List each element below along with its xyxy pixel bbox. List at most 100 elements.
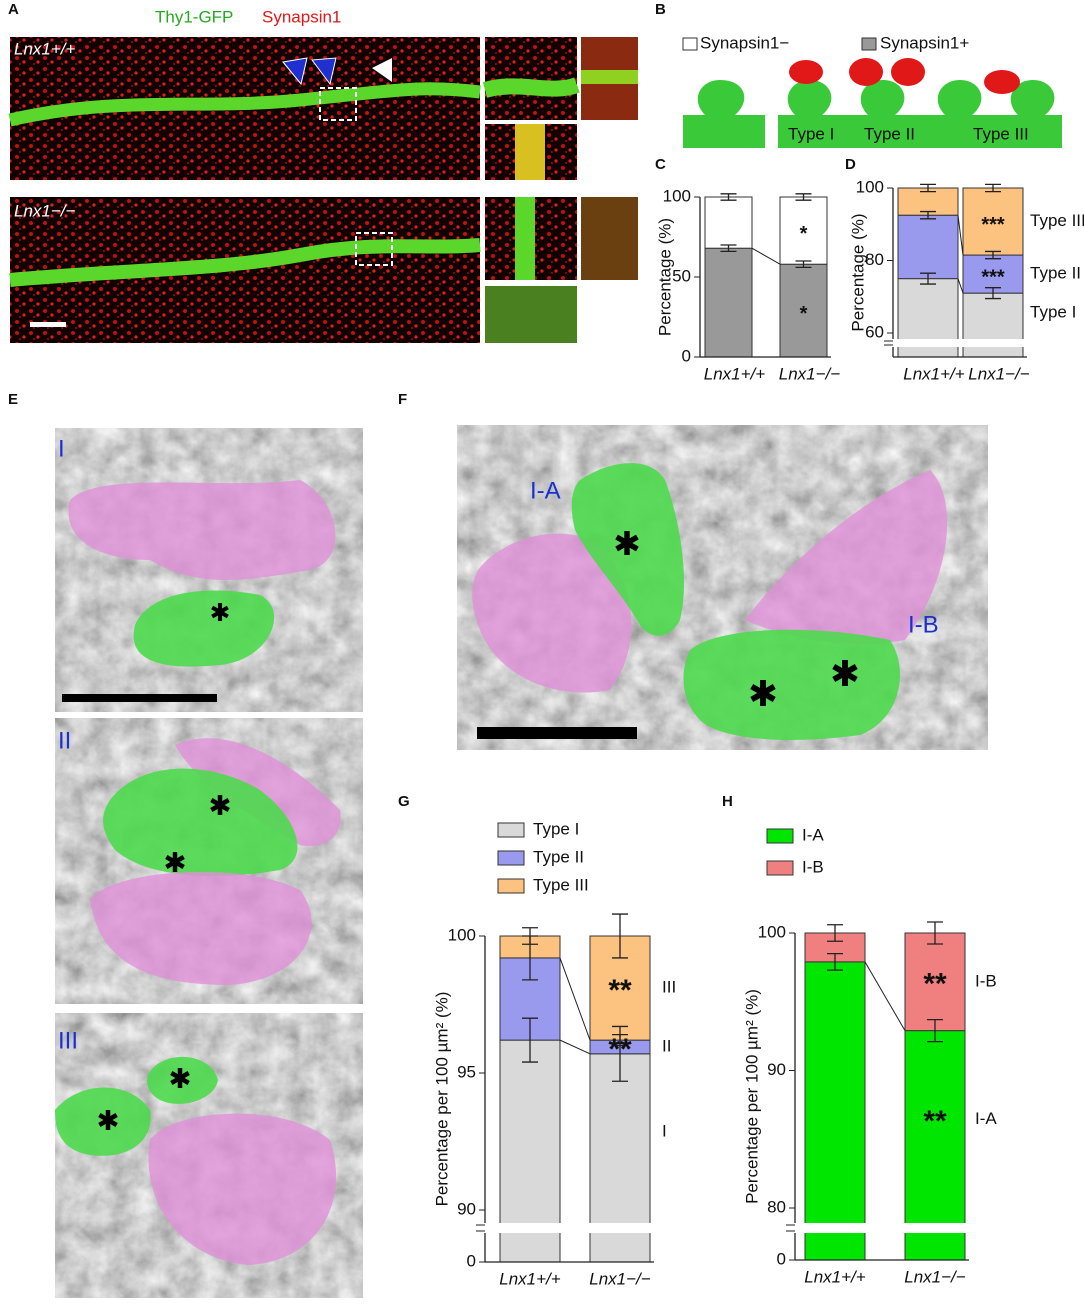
legend-label: I-B xyxy=(802,857,824,876)
bar-segment xyxy=(904,1030,966,1261)
asterisk-icon xyxy=(750,680,776,706)
roi xyxy=(355,232,393,266)
legend-gfp: Thy1-GFP xyxy=(155,7,233,26)
significance: * xyxy=(800,303,808,325)
inset xyxy=(581,197,638,280)
legend-label: Type III xyxy=(533,875,589,894)
bar-segment xyxy=(779,196,828,265)
error-bar xyxy=(522,927,538,945)
legend-swatch xyxy=(497,822,525,838)
x-tick-label: Lnx1+/+ xyxy=(499,1269,561,1288)
dendrite xyxy=(482,77,580,98)
presynaptic xyxy=(745,470,948,644)
y-tick-label: 80 xyxy=(767,1197,786,1216)
error-bar xyxy=(522,1017,538,1063)
em-image-f xyxy=(457,425,988,750)
panel-label: H xyxy=(722,793,733,810)
error-bar xyxy=(920,183,936,193)
genotype-label: Lnx1−/− xyxy=(14,201,76,220)
inset-band xyxy=(515,124,545,180)
em-images xyxy=(55,428,363,1298)
bouton xyxy=(849,58,883,86)
asterisk-icon xyxy=(210,795,230,815)
panel-label: C xyxy=(655,156,666,173)
connector xyxy=(864,961,906,1031)
type-label: Type II xyxy=(864,124,915,143)
segment-label: Type I xyxy=(1030,303,1076,322)
legend-label: Type I xyxy=(533,819,579,838)
y-tick-label: 100 xyxy=(663,186,691,205)
panel-label: A xyxy=(8,1,19,18)
inset-band xyxy=(515,197,535,280)
asterisk-icon xyxy=(170,1068,190,1088)
bar-segment xyxy=(962,254,1024,294)
error-bar xyxy=(795,260,812,269)
legend-label: I-A xyxy=(802,825,824,844)
bar-segment xyxy=(804,961,866,1261)
inset xyxy=(485,286,577,343)
asterisk-icon xyxy=(165,852,185,872)
asterisk-icon xyxy=(211,603,229,621)
presynaptic xyxy=(148,1113,337,1265)
legend-swatch xyxy=(766,828,794,844)
y-tick-label: 0 xyxy=(777,1249,786,1268)
error-bar xyxy=(612,1033,628,1047)
y-tick-label: 60 xyxy=(865,322,884,341)
em-label: I-B xyxy=(908,611,939,638)
inset-band xyxy=(581,70,638,84)
bouton xyxy=(891,58,925,86)
error-bar xyxy=(927,1018,943,1043)
axis-break xyxy=(879,339,1025,347)
y-tick-label: 0 xyxy=(682,346,691,365)
dendrite xyxy=(9,238,481,287)
segment-label: I xyxy=(662,1121,667,1140)
bar-segment xyxy=(962,292,1024,358)
axis-break xyxy=(471,1223,652,1233)
significance: ** xyxy=(608,974,632,1007)
scale-bar xyxy=(62,694,217,702)
spine-head xyxy=(133,590,275,667)
bouton xyxy=(789,60,823,84)
arrowhead xyxy=(282,57,337,86)
error-bar xyxy=(827,952,843,971)
segment-label: II xyxy=(662,1036,671,1055)
spine-head xyxy=(683,629,900,740)
panel-label: B xyxy=(655,1,666,18)
bar-segment xyxy=(704,196,753,249)
roi xyxy=(319,87,357,121)
asterisk-icon xyxy=(615,531,639,555)
error-bar xyxy=(985,287,1001,300)
x-tick-label: Lnx1+/+ xyxy=(903,364,965,383)
spine xyxy=(683,80,765,148)
legend-swatch xyxy=(861,37,877,51)
segment-label: III xyxy=(662,978,676,997)
fluorescence-images xyxy=(8,37,638,343)
inset xyxy=(485,37,577,120)
x-tick-label: Lnx1−/− xyxy=(904,1267,966,1286)
axis-break xyxy=(781,1223,967,1233)
error-bar xyxy=(612,913,628,959)
error-bar xyxy=(985,183,1001,193)
segment-label: Type II xyxy=(1030,264,1081,283)
y-tick-label: 100 xyxy=(758,922,786,941)
y-axis-label: Percentage per 100 µm² (%) xyxy=(742,989,761,1204)
spine-diagram xyxy=(682,37,1062,148)
y-tick-label: 90 xyxy=(767,1060,786,1079)
error-bar xyxy=(927,921,943,945)
connector xyxy=(957,215,964,256)
y-tick-label: 90 xyxy=(457,1199,476,1218)
em-label: I xyxy=(58,435,65,462)
bar-segment xyxy=(897,214,959,280)
axis-break-mark xyxy=(786,1224,795,1232)
error-bar xyxy=(720,244,737,253)
significance: ** xyxy=(923,968,947,1001)
dendrite xyxy=(8,82,481,127)
error-bar xyxy=(795,193,812,201)
error-bar xyxy=(920,210,936,220)
y-tick-label: 80 xyxy=(865,250,884,269)
type-label: Type III xyxy=(973,124,1029,143)
error-bar xyxy=(985,250,1001,260)
panel-label: F xyxy=(398,391,407,408)
